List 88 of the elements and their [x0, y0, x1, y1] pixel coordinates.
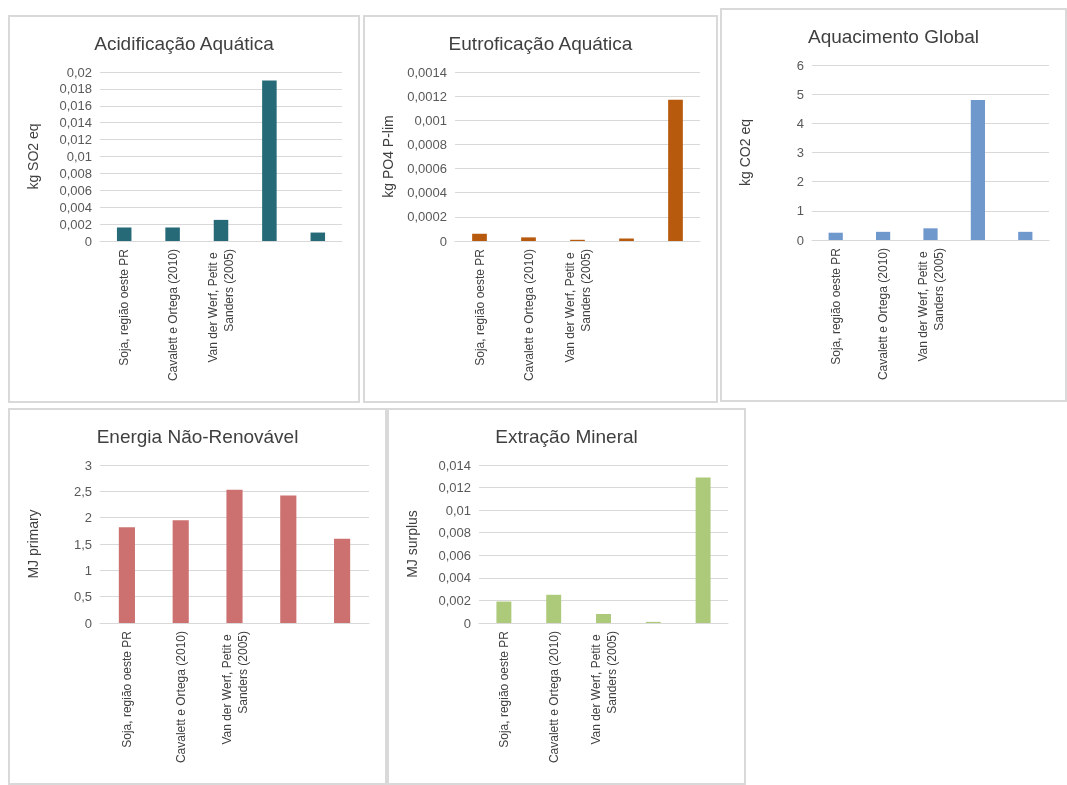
y-tick-label: 0,01 [66, 149, 92, 164]
bar [496, 601, 512, 623]
x-tick-label: Van der Werf, Petit e Sanders (2005) [206, 249, 236, 363]
bar [828, 232, 843, 240]
x-tick-label: Cavalett e Ortega (2010) [165, 249, 180, 382]
y-axis-title: MJ surplus [404, 510, 420, 578]
y-tick-label: 3 [84, 457, 92, 473]
chart-title: Extração Mineral [495, 426, 638, 447]
bar [695, 477, 711, 623]
y-tick-label: 0,0004 [407, 185, 447, 201]
chart-title: Eutroficação Aquática [448, 33, 633, 54]
y-tick-label: 3 [796, 145, 804, 160]
chart-title: Acidificação Aquática [94, 33, 275, 54]
bar [970, 100, 986, 240]
chart-title: Aquacimento Global [807, 26, 980, 47]
bar [546, 594, 562, 623]
bar [165, 227, 180, 241]
chart-title: Energia Não-Renovável [96, 426, 299, 447]
y-tick-label: 0,012 [59, 132, 92, 148]
x-tick-label: Soja, região oeste PR [117, 248, 132, 366]
bar [923, 228, 938, 240]
x-tick-label: Cavalett e Ortega (2010) [521, 249, 536, 382]
bar [875, 231, 891, 240]
y-tick-label: 0 [84, 233, 92, 249]
bar [226, 489, 243, 623]
y-tick-label: 0,002 [438, 592, 471, 608]
bar [116, 227, 132, 241]
x-tick-label: Van der Werf, Petit e Sanders (2005) [219, 631, 250, 745]
x-tick-label: Soja, região oeste PR [472, 248, 487, 366]
y-tick-label: 0,014 [438, 457, 471, 473]
y-tick-label: 0 [84, 615, 92, 631]
bar [262, 80, 277, 241]
x-tick-label: Van der Werf, Petit e Sanders (2005) [562, 249, 593, 363]
bar [334, 538, 351, 623]
y-tick-label: 1 [84, 562, 92, 578]
bar [596, 613, 611, 623]
y-tick-label: 0,004 [59, 199, 92, 215]
y-tick-label: 1,5 [73, 536, 92, 552]
bar [280, 495, 297, 623]
x-tick-label: Soja, região oeste PR [496, 630, 511, 748]
x-tick-label: Van der Werf, Petit e Sanders (2005) [588, 631, 619, 745]
y-tick-label: 0,0014 [407, 64, 447, 80]
y-tick-label: 5 [796, 86, 804, 102]
y-tick-label: 0,0006 [407, 161, 447, 177]
y-tick-label: 0,012 [438, 480, 471, 496]
x-tick-label: Cavalett e Ortega (2010) [173, 631, 188, 764]
y-tick-label: 0,014 [59, 115, 92, 131]
y-tick-label: 0,001 [414, 112, 447, 128]
y-tick-label: 0,016 [59, 98, 92, 114]
y-tick-label: 0,018 [59, 81, 92, 97]
bar [118, 527, 135, 623]
y-tick-label: 2 [796, 174, 804, 190]
x-tick-label: Soja, região oeste PR [828, 247, 843, 365]
bar [521, 237, 536, 241]
bar [1018, 231, 1033, 240]
y-tick-label: 0,0012 [407, 88, 447, 104]
x-tick-label: Cavalett e Ortega (2010) [876, 248, 891, 381]
y-tick-label: 0,0002 [407, 209, 447, 225]
y-tick-label: 0,02 [66, 64, 92, 80]
y-tick-label: 0,004 [438, 570, 471, 586]
bar [472, 233, 487, 241]
x-tick-label: Van der Werf, Petit e Sanders (2005) [915, 248, 946, 362]
y-tick-label: 0,0008 [407, 136, 447, 152]
y-tick-label: 0 [463, 615, 471, 631]
y-tick-label: 0,006 [438, 547, 471, 563]
y-tick-label: 0,008 [438, 525, 471, 541]
y-tick-label: 6 [796, 57, 804, 73]
y-axis-title: MJ primary [25, 509, 41, 579]
bar [172, 520, 189, 623]
y-tick-label: 4 [796, 115, 804, 131]
y-tick-label: 0,5 [73, 589, 92, 605]
y-tick-label: 0,006 [59, 182, 92, 198]
y-tick-label: 0,002 [59, 216, 92, 232]
x-tick-label: Cavalett e Ortega (2010) [546, 631, 561, 764]
bar [668, 99, 683, 241]
y-axis-title: kg SO2 eq [25, 123, 41, 190]
y-tick-label: 0,008 [59, 165, 92, 181]
y-tick-label: 0 [796, 232, 804, 248]
y-tick-label: 0 [439, 233, 447, 249]
y-axis-title: kg PO4 P-lim [380, 115, 396, 198]
x-tick-label: Soja, região oeste PR [119, 630, 134, 748]
y-tick-label: 0,01 [445, 502, 471, 518]
bar [213, 219, 229, 241]
bar [310, 232, 326, 241]
y-axis-title: kg CO2 eq [737, 119, 753, 186]
y-tick-label: 2,5 [73, 483, 92, 499]
y-tick-label: 1 [796, 203, 804, 219]
y-tick-label: 2 [84, 510, 92, 526]
